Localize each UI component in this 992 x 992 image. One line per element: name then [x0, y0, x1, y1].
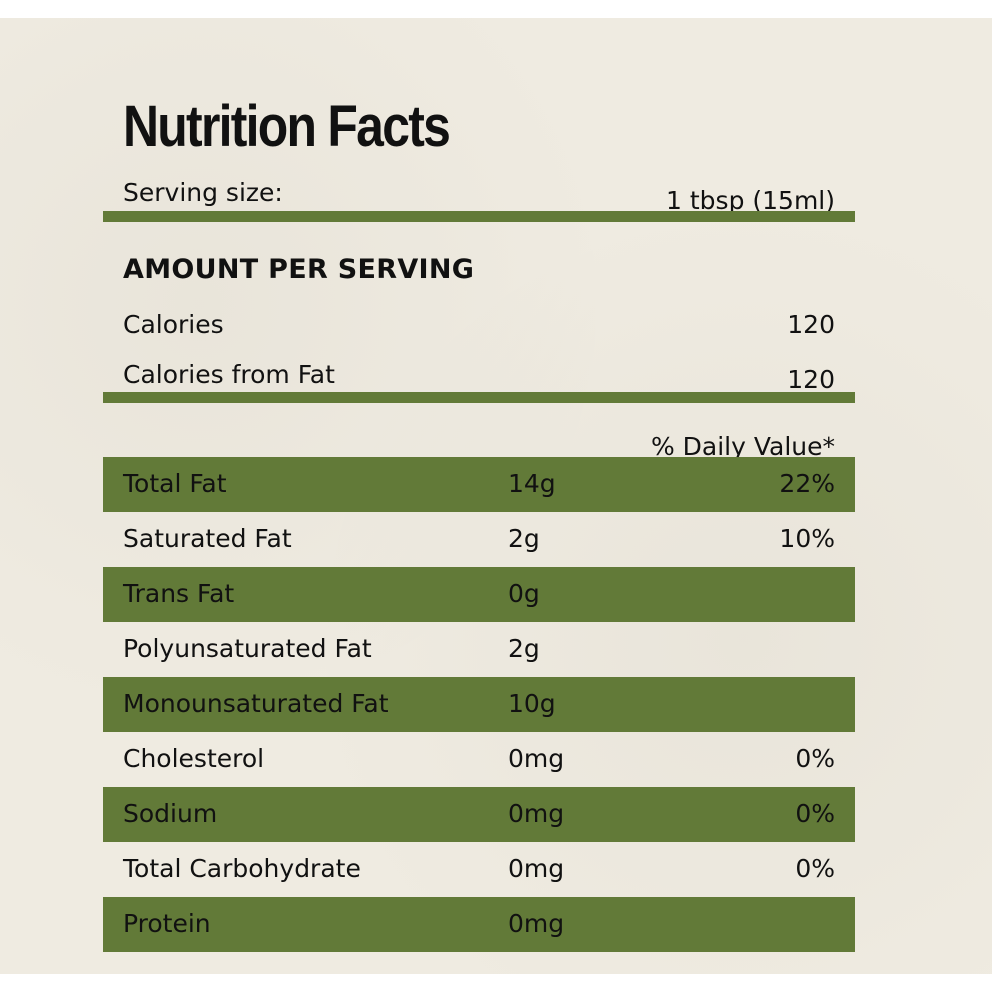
nutrient-name: Polyunsaturated Fat: [123, 634, 372, 663]
calories-from-fat-label: Calories from Fat: [123, 360, 335, 389]
nutrient-row: Polyunsaturated Fat 2g: [103, 622, 855, 677]
nutrient-amount: 14g: [508, 469, 556, 498]
nutrient-row: Sodium 0mg 0%: [103, 787, 855, 842]
nutrient-daily-value: 0%: [795, 854, 835, 883]
nutrient-row: Total Fat 14g 22%: [103, 457, 855, 512]
top-divider: [103, 211, 855, 222]
nutrient-daily-value: 0%: [795, 799, 835, 828]
nutrition-label-panel: Nutrition Facts Serving size: 1 tbsp (15…: [0, 18, 992, 974]
amount-per-serving-heading: AMOUNT PER SERVING: [123, 254, 475, 285]
nutrient-name: Saturated Fat: [123, 524, 292, 553]
daily-value-heading: % Daily Value*: [650, 432, 835, 461]
nutrient-amount: 0mg: [508, 854, 565, 883]
nutrient-daily-value: 10%: [779, 524, 835, 553]
nutrient-row: Monounsaturated Fat 10g: [103, 677, 855, 732]
nutrient-amount: 0mg: [508, 909, 565, 938]
nutrient-name: Protein: [123, 909, 211, 938]
nutrient-row: Trans Fat 0g: [103, 567, 855, 622]
serving-size-value: 1 tbsp (15ml): [666, 186, 835, 215]
nutrient-row: Protein 0mg: [103, 897, 855, 952]
nutrient-amount: 0mg: [508, 744, 565, 773]
nutrient-amount: 2g: [508, 524, 540, 553]
nutrient-amount: 0mg: [508, 799, 565, 828]
nutrient-daily-value: 0%: [795, 744, 835, 773]
nutrient-daily-value: 22%: [779, 469, 835, 498]
serving-size-label: Serving size:: [123, 178, 283, 207]
calories-label: Calories: [123, 310, 224, 339]
page-title: Nutrition Facts: [123, 94, 451, 159]
calories-value: 120: [787, 310, 835, 339]
nutrient-amount: 2g: [508, 634, 540, 663]
nutrient-name: Total Carbohydrate: [123, 854, 361, 883]
nutrient-name: Cholesterol: [123, 744, 265, 773]
nutrient-amount: 10g: [508, 689, 556, 718]
nutrient-row: Saturated Fat 2g 10%: [103, 512, 855, 567]
nutrient-row: Cholesterol 0mg 0%: [103, 732, 855, 787]
nutrient-row: Total Carbohydrate 0mg 0%: [103, 842, 855, 897]
calories-from-fat-value: 120: [787, 365, 835, 394]
nutrient-name: Sodium: [123, 799, 218, 828]
middle-divider: [103, 392, 855, 403]
nutrient-name: Trans Fat: [123, 579, 235, 608]
nutrient-amount: 0g: [508, 579, 540, 608]
nutrient-name: Monounsaturated Fat: [123, 689, 389, 718]
nutrient-name: Total Fat: [123, 469, 227, 498]
